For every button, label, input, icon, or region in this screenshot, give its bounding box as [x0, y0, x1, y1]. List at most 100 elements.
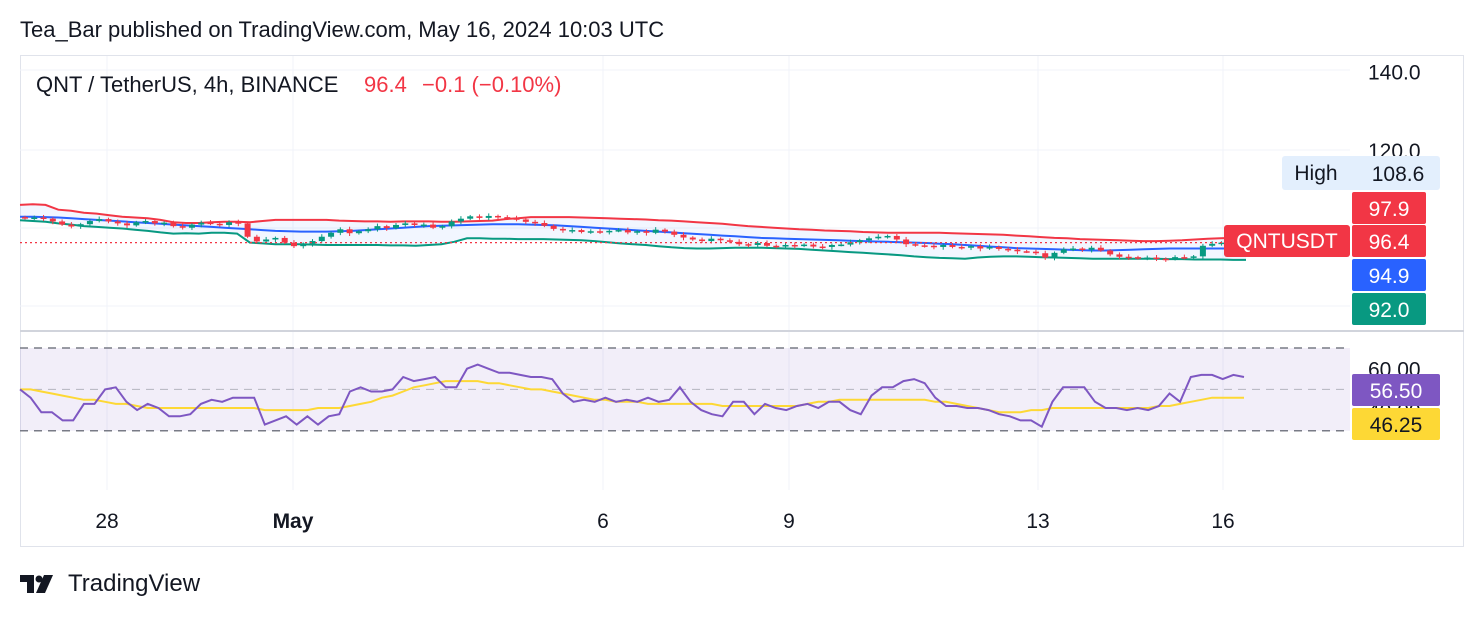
- bb-lower-label-bg: [1352, 293, 1426, 325]
- candle: [893, 235, 900, 240]
- candle: [59, 221, 66, 225]
- bb-upper-label-bg: [1352, 192, 1426, 224]
- rsi-pane: [19, 363, 1245, 429]
- candle: [819, 246, 826, 249]
- candle: [866, 238, 873, 241]
- candle: [1088, 247, 1095, 250]
- time-tick-label: 28: [95, 510, 118, 533]
- candle: [244, 223, 251, 237]
- candle: [1199, 245, 1206, 257]
- candle: [476, 216, 483, 218]
- candle: [763, 243, 770, 246]
- candle: [170, 222, 177, 227]
- candle: [318, 236, 325, 242]
- high-label-bg: [1282, 156, 1440, 190]
- candle: [968, 246, 975, 248]
- rsi-ma-value-label-bg: [1352, 408, 1440, 440]
- candle: [634, 231, 641, 233]
- candle: [485, 215, 492, 218]
- bb-basis-label: 94.9: [1369, 265, 1410, 288]
- candle: [1134, 257, 1141, 259]
- candle: [504, 217, 511, 219]
- candle: [597, 231, 604, 233]
- candle: [290, 242, 297, 247]
- candle: [949, 244, 956, 247]
- candle: [587, 231, 594, 233]
- candle: [541, 223, 548, 226]
- candle: [374, 226, 381, 230]
- candle: [430, 224, 437, 228]
- candle: [68, 224, 75, 227]
- candle: [1097, 247, 1104, 251]
- publisher-line: Tea_Bar published on TradingView.com, Ma…: [20, 17, 665, 42]
- candle: [671, 231, 678, 235]
- candle: [1162, 258, 1169, 261]
- candle: [114, 221, 121, 224]
- candle: [912, 244, 919, 246]
- candle: [383, 226, 390, 229]
- brand-name: TradingView: [68, 570, 201, 597]
- candle: [226, 222, 233, 225]
- candle: [31, 217, 38, 220]
- candle: [263, 239, 270, 242]
- candle: [1070, 248, 1077, 251]
- last-price: 96.4: [364, 72, 407, 97]
- candle: [328, 232, 335, 237]
- candle: [513, 218, 520, 220]
- candle: [1125, 256, 1132, 259]
- rsi-value-label-bg: [1352, 374, 1440, 406]
- candle: [495, 215, 502, 218]
- candle: [643, 231, 650, 233]
- candle: [86, 221, 93, 225]
- candle: [309, 241, 316, 244]
- candle: [300, 243, 307, 247]
- candle: [235, 222, 242, 224]
- candle: [661, 229, 668, 232]
- candle: [253, 236, 260, 242]
- candle: [198, 222, 205, 225]
- candle: [1107, 250, 1114, 255]
- candle: [875, 236, 882, 239]
- last-price-label: 96.4: [1369, 231, 1410, 254]
- candle: [133, 222, 140, 226]
- candle: [847, 242, 854, 245]
- candle: [708, 238, 715, 242]
- candle: [337, 229, 344, 233]
- candle: [1218, 242, 1225, 245]
- candle: [439, 226, 446, 228]
- candle: [105, 219, 112, 222]
- bb-lower-label: 92.0: [1369, 299, 1410, 322]
- candle: [828, 244, 835, 247]
- candle: [522, 219, 529, 222]
- bb-upper-label: 97.9: [1369, 198, 1410, 221]
- price-axis: 140.0120.060.0040.00High108.697.9QNTUSDT…: [1224, 62, 1440, 440]
- candle: [1209, 243, 1216, 246]
- candle: [346, 229, 353, 234]
- candle: [773, 245, 780, 248]
- price-change: −0.1 (−0.10%): [422, 72, 561, 97]
- candle: [745, 244, 752, 246]
- candle: [791, 244, 798, 247]
- high-label-value: 108.6: [1372, 163, 1425, 186]
- symbol-title: QNT / TetherUS, 4h, BINANCE: [36, 72, 338, 97]
- candle: [1116, 254, 1123, 257]
- candle: [1032, 251, 1039, 254]
- candle: [1060, 249, 1067, 253]
- price-tick-label: 140.0: [1368, 62, 1421, 85]
- candle: [365, 229, 372, 232]
- candle: [355, 231, 362, 234]
- candle: [161, 222, 168, 225]
- footer: TradingView: [20, 570, 200, 598]
- candle: [1051, 252, 1058, 258]
- candle: [624, 230, 631, 233]
- time-tick-label: May: [273, 510, 314, 533]
- candle: [1190, 256, 1197, 258]
- chart-frame: [20, 55, 1464, 547]
- candle: [995, 246, 1002, 249]
- candle: [467, 216, 474, 219]
- candle: [420, 224, 427, 227]
- tradingview-logo-icon: [20, 575, 53, 593]
- candle: [532, 221, 539, 224]
- candle: [448, 221, 455, 227]
